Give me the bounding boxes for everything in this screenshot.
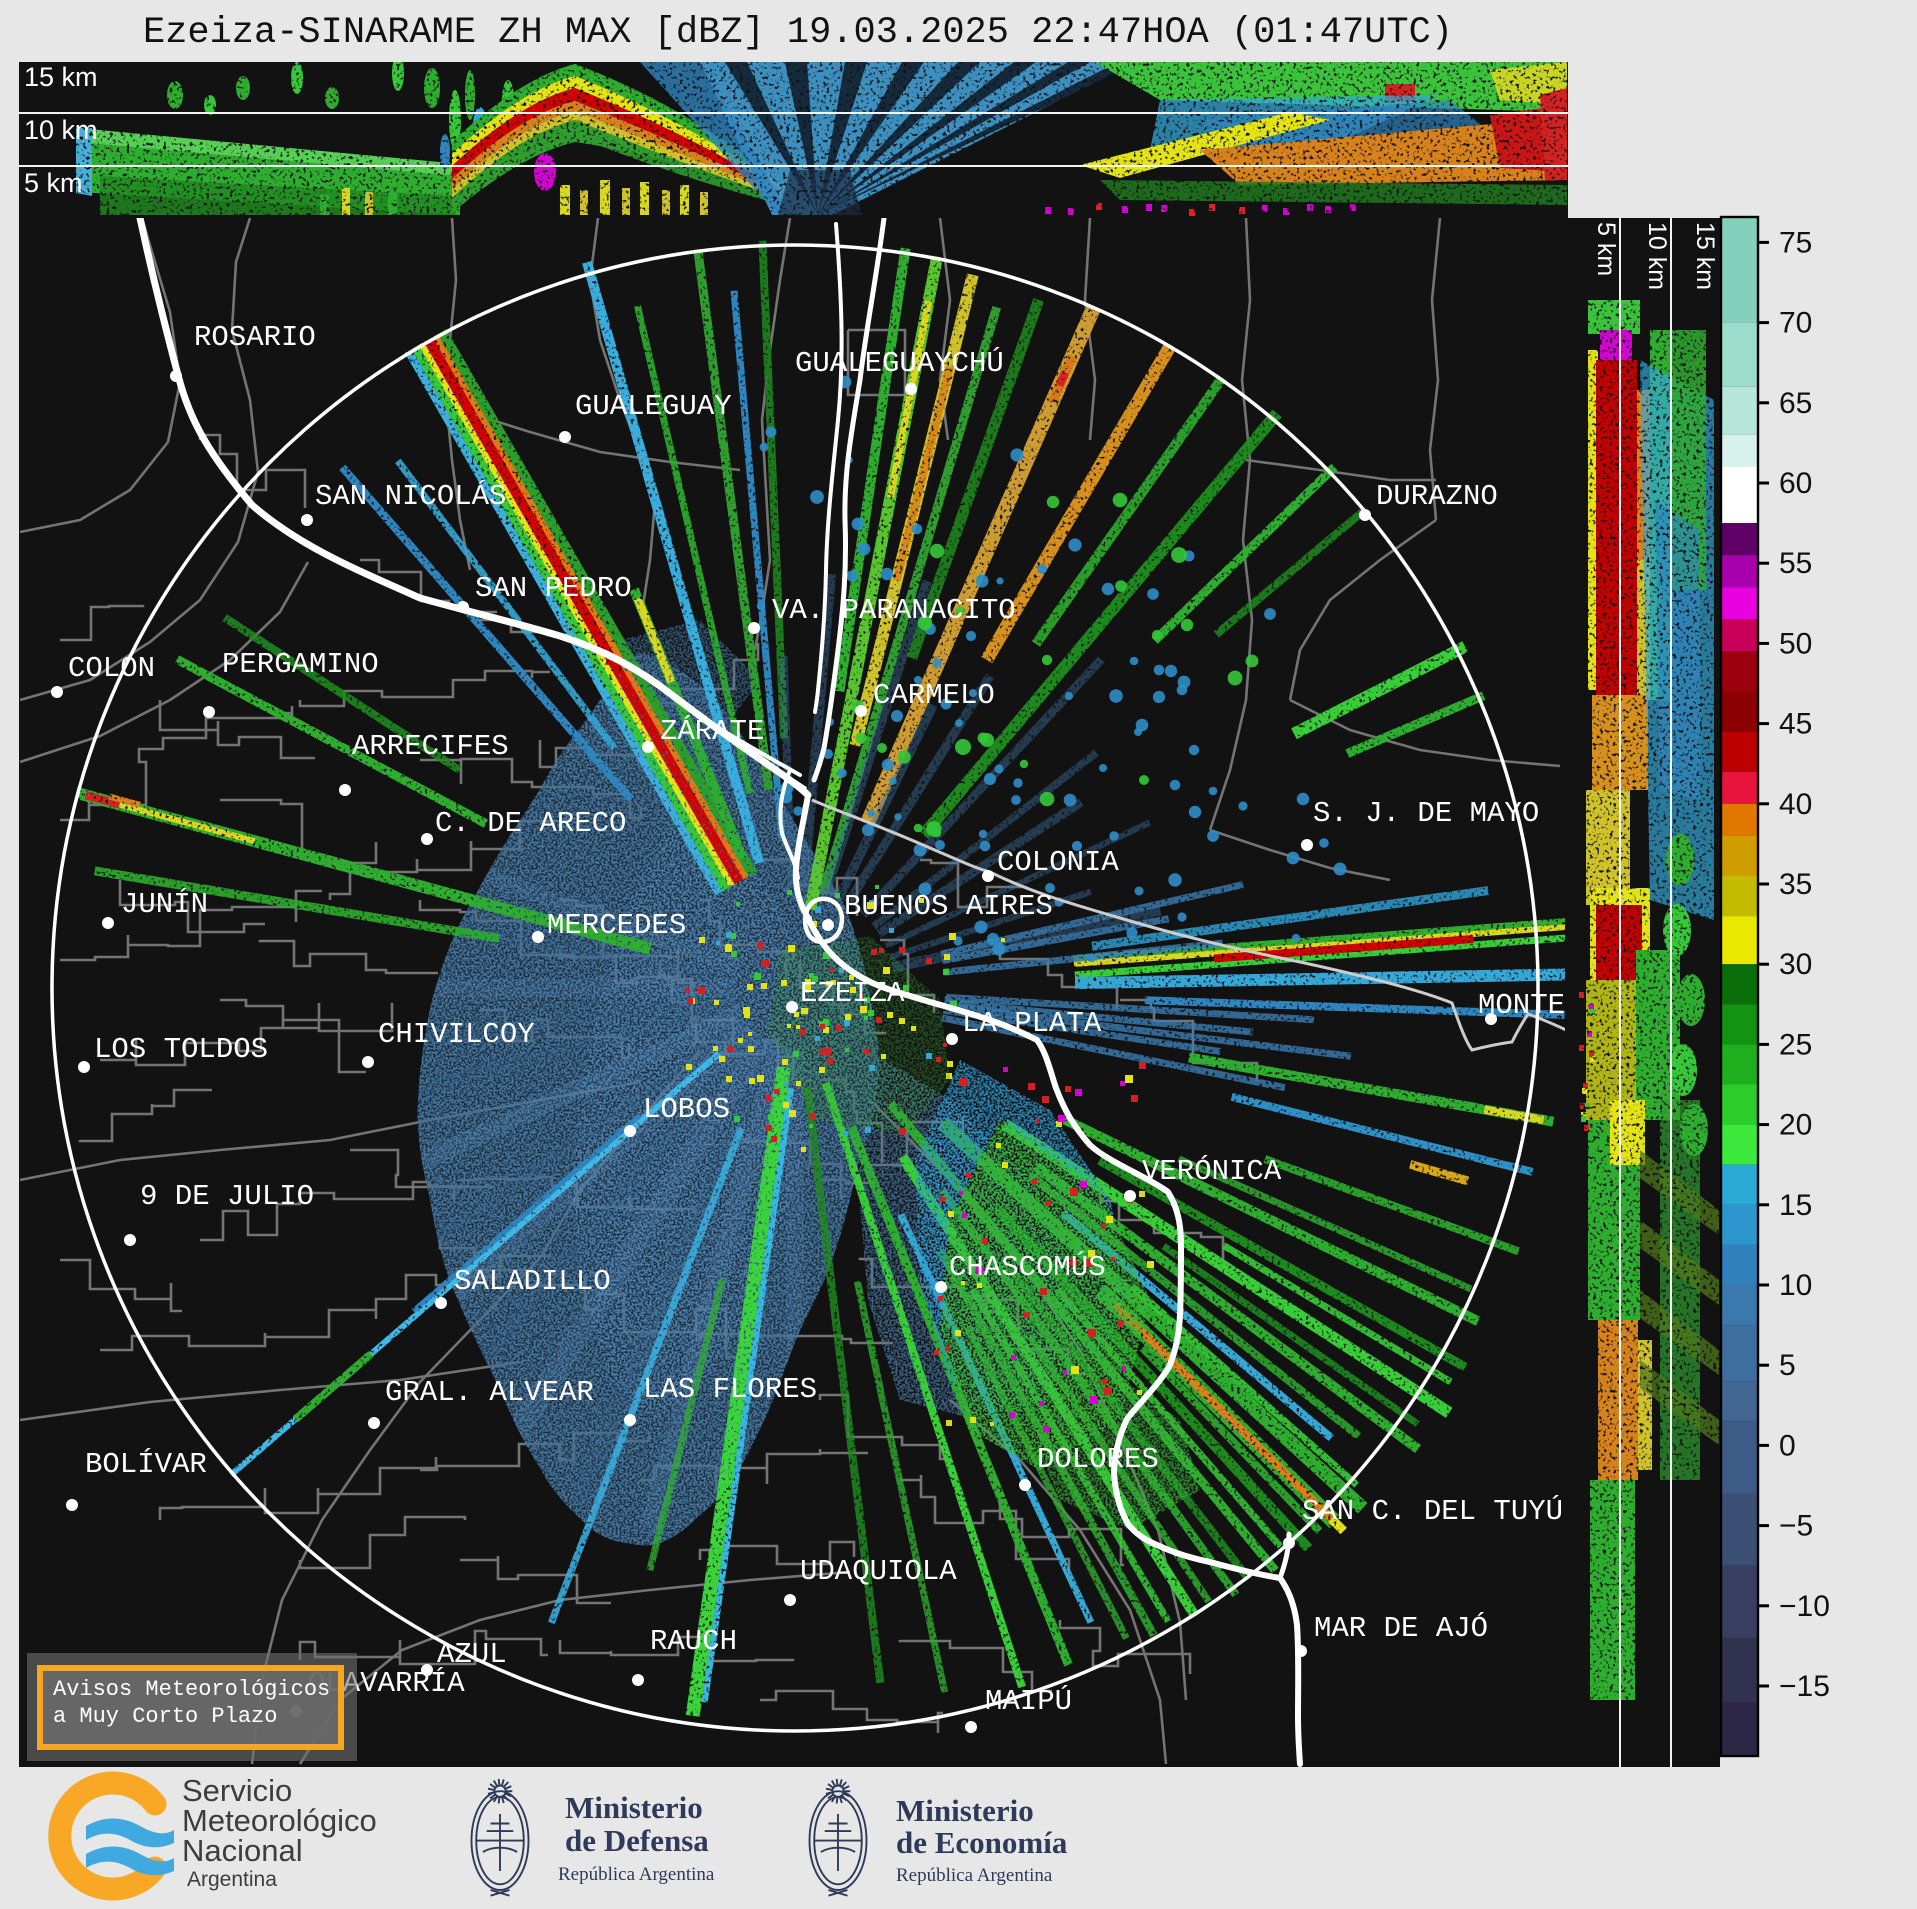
svg-text:BUENOS AIRES: BUENOS AIRES bbox=[844, 890, 1053, 923]
svg-text:PERGAMINO: PERGAMINO bbox=[222, 648, 379, 681]
svg-text:ARRECIFES: ARRECIFES bbox=[352, 730, 509, 763]
svg-text:35: 35 bbox=[1779, 868, 1812, 901]
svg-text:LA PLATA: LA PLATA bbox=[962, 1007, 1102, 1040]
svg-text:SAN PEDRO: SAN PEDRO bbox=[475, 572, 632, 605]
svg-text:República Argentina: República Argentina bbox=[896, 1865, 1053, 1886]
svg-text:COLONIA: COLONIA bbox=[997, 846, 1119, 879]
svg-text:75: 75 bbox=[1779, 226, 1812, 259]
svg-text:−10: −10 bbox=[1779, 1590, 1830, 1623]
svg-text:AZUL: AZUL bbox=[437, 1638, 507, 1671]
svg-text:LOBOS: LOBOS bbox=[643, 1093, 730, 1126]
svg-text:5: 5 bbox=[1779, 1349, 1796, 1382]
svg-text:EZEIZA: EZEIZA bbox=[800, 977, 905, 1010]
svg-text:5 km: 5 km bbox=[24, 168, 83, 198]
svg-text:Servicio: Servicio bbox=[182, 1773, 292, 1808]
svg-text:70: 70 bbox=[1779, 307, 1812, 340]
svg-text:40: 40 bbox=[1779, 788, 1812, 821]
svg-text:DURAZNO: DURAZNO bbox=[1376, 480, 1498, 513]
svg-text:BOLÍVAR: BOLÍVAR bbox=[85, 1447, 207, 1481]
svg-text:LAS FLORES: LAS FLORES bbox=[643, 1373, 817, 1406]
svg-text:10 km: 10 km bbox=[24, 115, 98, 145]
svg-text:65: 65 bbox=[1779, 387, 1812, 420]
svg-text:MAIPÚ: MAIPÚ bbox=[985, 1684, 1072, 1718]
svg-text:DOLORES: DOLORES bbox=[1037, 1443, 1159, 1476]
svg-text:VA. PARANACITO: VA. PARANACITO bbox=[772, 594, 1016, 627]
svg-text:55: 55 bbox=[1779, 547, 1812, 580]
svg-text:de Economía: de Economía bbox=[896, 1825, 1068, 1860]
svg-text:9 DE JULIO: 9 DE JULIO bbox=[140, 1180, 314, 1213]
svg-text:MAR DE AJÓ: MAR DE AJÓ bbox=[1314, 1611, 1488, 1645]
svg-text:JUNÍN: JUNÍN bbox=[121, 887, 208, 921]
svg-text:60: 60 bbox=[1779, 467, 1812, 500]
svg-text:COLON: COLON bbox=[68, 652, 155, 685]
svg-text:C. DE ARECO: C. DE ARECO bbox=[435, 807, 626, 840]
svg-text:CHASCOMÚS: CHASCOMÚS bbox=[949, 1250, 1106, 1284]
svg-text:República Argentina: República Argentina bbox=[558, 1864, 715, 1885]
svg-text:ZÁRATE: ZÁRATE bbox=[660, 714, 764, 748]
svg-text:0: 0 bbox=[1779, 1429, 1796, 1462]
svg-text:Meteorológico: Meteorológico bbox=[182, 1803, 377, 1838]
svg-text:SALADILLO: SALADILLO bbox=[454, 1265, 611, 1298]
svg-text:LOS TOLDOS: LOS TOLDOS bbox=[94, 1033, 268, 1066]
svg-text:−15: −15 bbox=[1779, 1670, 1830, 1703]
svg-text:ROSARIO: ROSARIO bbox=[194, 321, 316, 354]
svg-text:VERÓNICA: VERÓNICA bbox=[1142, 1154, 1282, 1188]
svg-text:10: 10 bbox=[1779, 1269, 1812, 1302]
svg-text:Nacional: Nacional bbox=[182, 1833, 303, 1868]
svg-text:MONTEVIDEO: MONTEVIDEO bbox=[1478, 989, 1652, 1022]
svg-text:30: 30 bbox=[1779, 948, 1812, 981]
svg-text:15 km: 15 km bbox=[1691, 222, 1719, 290]
svg-text:5 km: 5 km bbox=[1592, 222, 1620, 276]
svg-text:15 km: 15 km bbox=[24, 62, 98, 92]
svg-text:15: 15 bbox=[1779, 1189, 1812, 1222]
svg-text:SAN NICOLÁS: SAN NICOLÁS bbox=[315, 479, 506, 513]
svg-text:45: 45 bbox=[1779, 708, 1812, 741]
svg-text:25: 25 bbox=[1779, 1028, 1812, 1061]
svg-text:Ministerio: Ministerio bbox=[896, 1793, 1034, 1828]
svg-text:10 km: 10 km bbox=[1643, 222, 1671, 290]
svg-text:CHIVILCOY: CHIVILCOY bbox=[378, 1018, 535, 1051]
svg-text:de Defensa: de Defensa bbox=[565, 1823, 709, 1858]
svg-text:Argentina: Argentina bbox=[187, 1868, 277, 1891]
svg-text:S. J. DE MAYO: S. J. DE MAYO bbox=[1313, 797, 1539, 830]
svg-text:50: 50 bbox=[1779, 627, 1812, 660]
svg-text:MERCEDES: MERCEDES bbox=[547, 909, 686, 942]
svg-text:GUALEGUAY: GUALEGUAY bbox=[575, 390, 732, 423]
svg-text:GUALEGUAYCHÚ: GUALEGUAYCHÚ bbox=[795, 346, 1004, 380]
svg-text:20: 20 bbox=[1779, 1109, 1812, 1142]
svg-text:Ministerio: Ministerio bbox=[565, 1790, 703, 1825]
svg-text:SAN C. DEL TUYÚ: SAN C. DEL TUYÚ bbox=[1302, 1494, 1563, 1528]
svg-text:GRAL. ALVEAR: GRAL. ALVEAR bbox=[385, 1376, 594, 1409]
svg-text:−5: −5 bbox=[1779, 1510, 1813, 1543]
svg-text:CARMELO: CARMELO bbox=[873, 679, 995, 712]
svg-text:UDAQUIOLA: UDAQUIOLA bbox=[800, 1555, 957, 1588]
svg-text:RAUCH: RAUCH bbox=[650, 1625, 737, 1658]
